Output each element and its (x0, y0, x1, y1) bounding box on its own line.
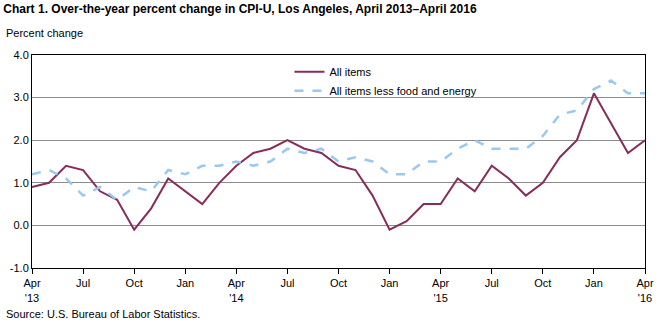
svg-text:Chart 1. Over-the-year percent: Chart 1. Over-the-year percent change in… (3, 2, 477, 16)
svg-text:Jan: Jan (381, 277, 399, 289)
svg-text:Jan: Jan (585, 277, 603, 289)
svg-text:Jul: Jul (485, 277, 499, 289)
svg-text:Jan: Jan (176, 277, 194, 289)
svg-text:All items less food and energy: All items less food and energy (329, 85, 476, 97)
svg-text:Jul: Jul (76, 277, 90, 289)
svg-text:3.0: 3.0 (14, 91, 29, 103)
svg-text:-1.0: -1.0 (10, 262, 29, 274)
svg-text:1.0: 1.0 (14, 177, 29, 189)
svg-text:Apr'16: Apr'16 (636, 277, 653, 303)
svg-text:Apr'14: Apr'14 (228, 277, 245, 303)
svg-text:Jul: Jul (280, 277, 294, 289)
svg-text:Oct: Oct (126, 277, 143, 289)
svg-text:All items: All items (329, 66, 371, 78)
svg-text:Source: U.S. Bureau of Labor S: Source: U.S. Bureau of Labor Statistics. (6, 308, 200, 320)
svg-text:Apr'15: Apr'15 (432, 277, 449, 303)
svg-text:Percent change: Percent change (6, 27, 83, 39)
svg-text:4.0: 4.0 (14, 49, 29, 61)
svg-text:2.0: 2.0 (14, 134, 29, 146)
svg-text:Oct: Oct (330, 277, 347, 289)
svg-text:Apr'13: Apr'13 (23, 277, 40, 303)
svg-text:Oct: Oct (534, 277, 551, 289)
svg-text:0.0: 0.0 (14, 219, 29, 231)
